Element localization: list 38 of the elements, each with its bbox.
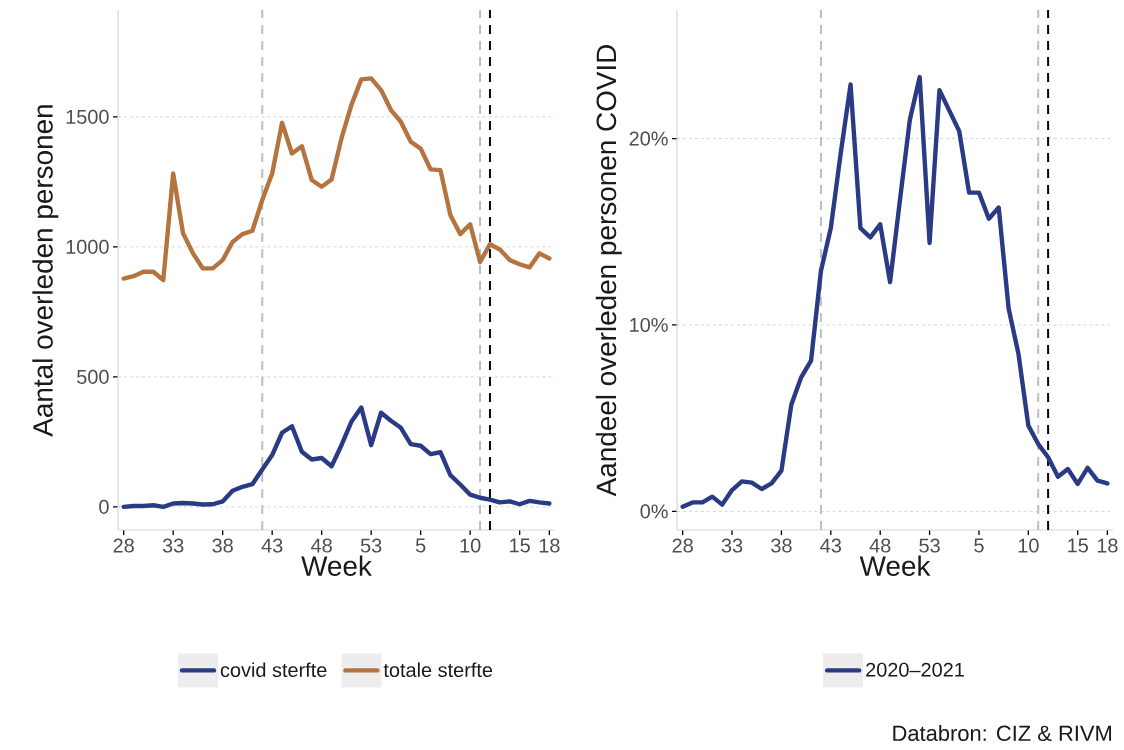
- x-tick-label: 43: [261, 538, 283, 553]
- x-tick-label: 5: [415, 538, 426, 553]
- y-axis-title: Aantal overleden personen: [32, 105, 59, 437]
- x-tick-label: 5: [974, 538, 984, 553]
- x-tick-label: 53: [360, 538, 382, 553]
- line-series: [121, 405, 552, 510]
- x-tick-label: 53: [919, 538, 940, 553]
- line-series: [121, 76, 552, 283]
- y-tick-label: 0: [99, 499, 109, 514]
- x-tick-label: 18: [1097, 538, 1118, 553]
- y-tick-label: 10%: [630, 317, 668, 333]
- legend-label: 2020–2021: [866, 662, 964, 677]
- x-axis-title: Week: [301, 555, 372, 576]
- x-tick-label: 28: [672, 538, 693, 553]
- x-tick-label: 28: [113, 538, 134, 553]
- x-tick-label: 38: [771, 538, 792, 553]
- y-axis-title: Aandeel overleden personen COVID: [595, 45, 622, 497]
- x-tick-label: 18: [539, 538, 560, 553]
- x-axis-title: Week: [859, 555, 931, 576]
- x-tick-label: 15: [1068, 538, 1088, 553]
- x-tick-label: 48: [869, 538, 891, 553]
- x-tick-label: 10: [460, 538, 481, 553]
- y-tick-label: 1000: [66, 239, 109, 254]
- legend-label: totale sterfte: [383, 662, 493, 678]
- x-tick-label: 33: [162, 538, 184, 553]
- y-tick-label: 1500: [66, 109, 109, 124]
- y-tick-label: 0%: [640, 504, 668, 519]
- line-series: [680, 74, 1110, 509]
- text: Databron: CIZ & RIVM: [893, 724, 1111, 742]
- y-tick-label: 500: [77, 369, 109, 384]
- x-tick-label: 48: [311, 538, 332, 553]
- x-tick-label: 38: [212, 538, 233, 553]
- x-tick-label: 15: [510, 538, 530, 553]
- x-tick-label: 10: [1018, 538, 1039, 553]
- y-tick-label: 20%: [629, 131, 668, 146]
- x-tick-label: 33: [721, 538, 743, 553]
- x-tick-label: 43: [820, 538, 842, 553]
- legend-label: covid sterfte: [220, 662, 327, 678]
